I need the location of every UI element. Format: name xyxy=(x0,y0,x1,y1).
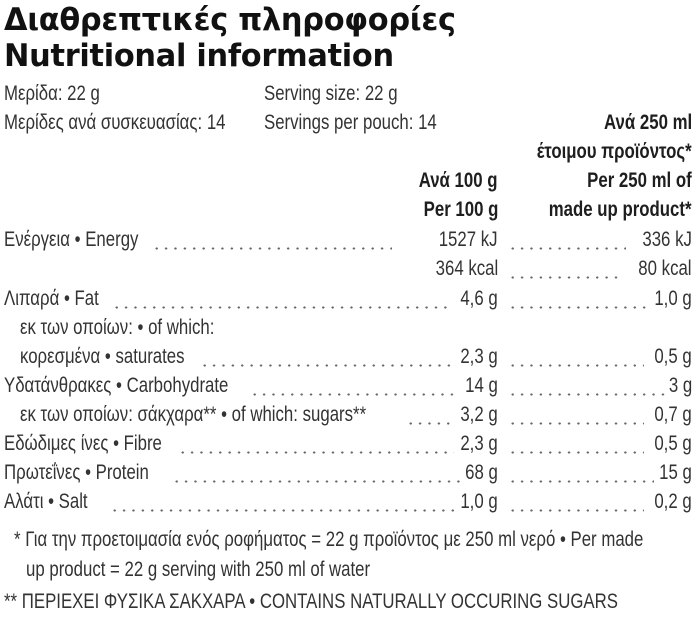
footnote-made-up-line1: * Για την προετοιμασία ενός ροφήματος = … xyxy=(14,528,644,551)
header-per100-line1: Ανά 100 g xyxy=(419,169,498,192)
value-per250: 1,0 g xyxy=(654,287,692,310)
nutrient-row-sugars: εκ των οποίων: σάκχαρα** • of which: sug… xyxy=(0,401,700,430)
servings-count-greek: Μερίδες ανά συσκευασίας: 14 xyxy=(4,111,226,134)
nutrient-row-energy-kcal: 364 kcal 80 kcal xyxy=(0,255,700,284)
dot-leader xyxy=(508,247,626,250)
value-per100: 14 g xyxy=(465,374,498,397)
nutrient-label: Πρωτεΐνες • Protein xyxy=(4,461,149,484)
dot-leader xyxy=(110,509,454,512)
nutrient-row-energy-kj: Ενέργεια • Energy 1527 kJ 336 kJ xyxy=(0,226,700,255)
nutrient-row-of-which: εκ των οποίων: • of which: xyxy=(0,314,700,343)
nutrient-row-fibre: Εδώδιμες ίνες • Fibre 2,3 g 0,5 g xyxy=(0,430,700,459)
title-greek: Διαθρεπτικές πληροφορίες xyxy=(4,2,456,38)
dot-leader xyxy=(508,451,644,454)
value-per250: 0,7 g xyxy=(654,403,692,426)
value-per250: 0,5 g xyxy=(654,345,692,368)
dot-leader xyxy=(200,364,452,367)
value-per100: 68 g xyxy=(465,461,498,484)
nutrient-label: Αλάτι • Salt xyxy=(4,490,88,513)
value-per100: 1,0 g xyxy=(460,490,498,513)
dot-leader xyxy=(508,306,646,309)
value-per100: 2,3 g xyxy=(460,432,498,455)
value-per100: 364 kcal xyxy=(435,257,498,280)
value-per250: 336 kJ xyxy=(642,228,693,251)
serving-size-english: Serving size: 22 g xyxy=(264,82,398,105)
header-per100-line2: Per 100 g xyxy=(423,198,498,221)
title-english: Nutritional information xyxy=(4,38,394,74)
nutrient-label: Υδατάνθρακες • Carbohydrate xyxy=(4,374,229,397)
value-per250: 80 kcal xyxy=(638,257,692,280)
header-per250-line1: Ανά 250 ml xyxy=(603,111,692,134)
servings-count-english: Servings per pouch: 14 xyxy=(264,111,437,134)
value-per250: 15 g xyxy=(659,461,692,484)
footnote-natural-sugars: ** ΠΕΡΙΕΧΕΙ ΦΥΣΙΚΑ ΣΑΚΧΑΡΑ • CONTAINS NA… xyxy=(4,590,618,613)
nutrient-row-saturates: κορεσμένα • saturates 2,3 g 0,5 g xyxy=(0,343,700,372)
nutrient-label: κορεσμένα • saturates xyxy=(20,345,185,368)
dot-leader xyxy=(508,480,654,483)
value-per100: 1527 kJ xyxy=(439,228,498,251)
dot-leader xyxy=(152,247,392,250)
header-per250-line2: έτοιμου προϊόντος* xyxy=(537,140,692,163)
dot-leader xyxy=(406,422,454,425)
dot-leader xyxy=(508,509,644,512)
nutrient-label: εκ των οποίων: • of which: xyxy=(20,316,215,339)
value-per100: 2,3 g xyxy=(460,345,498,368)
value-per100: 3,2 g xyxy=(460,403,498,426)
dot-leader xyxy=(508,393,668,396)
dot-leader xyxy=(112,306,452,309)
serving-size-greek: Μερίδα: 22 g xyxy=(4,82,100,105)
nutrient-row-salt: Αλάτι • Salt 1,0 g 0,2 g xyxy=(0,488,700,517)
nutrient-row-fat: Λιπαρά • Fat 4,6 g 1,0 g xyxy=(0,285,700,314)
nutrient-row-carbohydrate: Υδατάνθρακες • Carbohydrate 14 g 3 g xyxy=(0,372,700,401)
dot-leader xyxy=(172,480,460,483)
nutrient-label: Ενέργεια • Energy xyxy=(4,228,139,251)
dot-leader xyxy=(250,393,456,396)
value-per100: 4,6 g xyxy=(460,287,498,310)
header-per250-line4: made up product* xyxy=(549,198,692,221)
dot-leader xyxy=(178,451,454,454)
dot-leader xyxy=(508,422,644,425)
nutrient-row-protein: Πρωτεΐνες • Protein 68 g 15 g xyxy=(0,459,700,488)
nutrient-label: Λιπαρά • Fat xyxy=(4,287,99,310)
value-per250: 0,2 g xyxy=(654,490,692,513)
nutrient-label: Εδώδιμες ίνες • Fibre xyxy=(4,432,162,455)
dot-leader xyxy=(508,276,624,279)
value-per250: 0,5 g xyxy=(654,432,692,455)
nutrient-label: εκ των οποίων: σάκχαρα** • of which: sug… xyxy=(20,403,367,426)
footnote-made-up-line2: up product = 22 g serving with 250 ml of… xyxy=(26,558,371,581)
dot-leader xyxy=(508,364,644,367)
value-per250: 3 g xyxy=(668,374,692,397)
header-per250-line3: Per 250 ml of xyxy=(587,169,692,192)
